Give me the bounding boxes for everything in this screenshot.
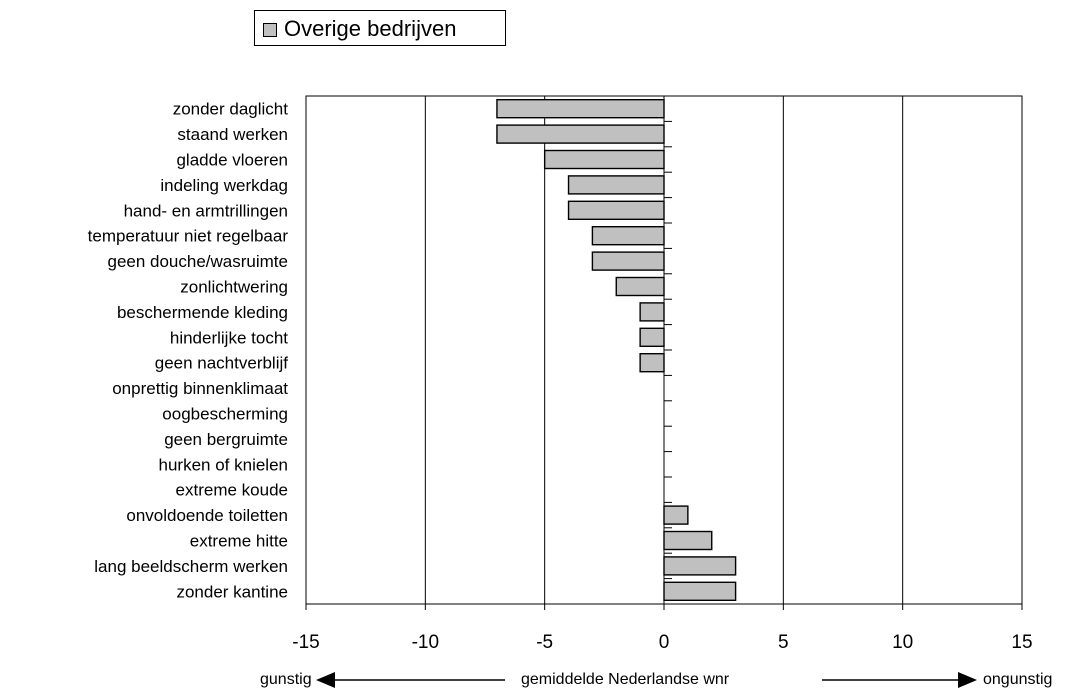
category-label: indeling werkdag bbox=[160, 176, 288, 195]
category-label: hand- en armtrillingen bbox=[124, 201, 288, 220]
category-label: staand werken bbox=[177, 125, 288, 144]
bar bbox=[567, 175, 665, 195]
category-label: zonlichtwering bbox=[180, 278, 288, 297]
category-label: oogbescherming bbox=[162, 405, 288, 424]
category-label: lang beeldscherm werken bbox=[94, 557, 288, 576]
x-tick-label: -15 bbox=[292, 632, 319, 653]
bar bbox=[639, 302, 665, 322]
left-arrow-head bbox=[316, 672, 335, 688]
category-label: zonder kantine bbox=[176, 582, 288, 601]
x-tick-label: 15 bbox=[1011, 632, 1032, 653]
category-label: extreme koude bbox=[176, 481, 288, 500]
category-label: onprettig binnenklimaat bbox=[112, 379, 288, 398]
bar bbox=[496, 98, 665, 119]
category-label: hinderlijke tocht bbox=[170, 328, 288, 347]
category-label: hurken of knielen bbox=[159, 455, 288, 474]
bar bbox=[663, 581, 737, 601]
category-label: beschermende kleding bbox=[117, 303, 288, 322]
x-tick-label: -10 bbox=[412, 632, 439, 653]
right-arrow-head bbox=[958, 672, 977, 688]
bar bbox=[663, 530, 713, 551]
bar bbox=[615, 276, 665, 297]
legend-label: Overige bedrijven bbox=[284, 16, 457, 41]
category-label: geen bergruimte bbox=[164, 430, 288, 449]
category-label: geen douche/wasruimte bbox=[107, 252, 288, 271]
x-axis-label: gemiddelde Nederlandse wnr bbox=[521, 671, 730, 688]
x-tick-label: 0 bbox=[659, 632, 670, 653]
bar bbox=[591, 251, 665, 271]
category-label: zonder daglicht bbox=[173, 100, 289, 119]
legend: Overige bedrijven bbox=[254, 10, 506, 46]
category-label: extreme hitte bbox=[190, 532, 288, 551]
bar bbox=[591, 225, 665, 246]
bar bbox=[496, 124, 665, 144]
bar bbox=[639, 327, 665, 347]
legend-swatch bbox=[263, 23, 277, 37]
category-label: geen nachtverblijf bbox=[155, 354, 289, 373]
category-label: gladde vloeren bbox=[176, 151, 288, 170]
bar bbox=[663, 556, 737, 576]
category-label: onvoldoende toiletten bbox=[126, 506, 288, 525]
bar bbox=[567, 200, 665, 221]
right-label: ongunstig bbox=[983, 671, 1053, 688]
x-tick-label: 10 bbox=[892, 632, 913, 653]
category-label: temperatuur niet regelbaar bbox=[88, 227, 289, 246]
bar bbox=[543, 149, 665, 170]
left-label: gunstig bbox=[260, 671, 312, 688]
bar bbox=[663, 505, 689, 525]
bar bbox=[639, 353, 665, 373]
x-tick-label: 5 bbox=[778, 632, 789, 653]
x-tick-label: -5 bbox=[536, 632, 553, 653]
